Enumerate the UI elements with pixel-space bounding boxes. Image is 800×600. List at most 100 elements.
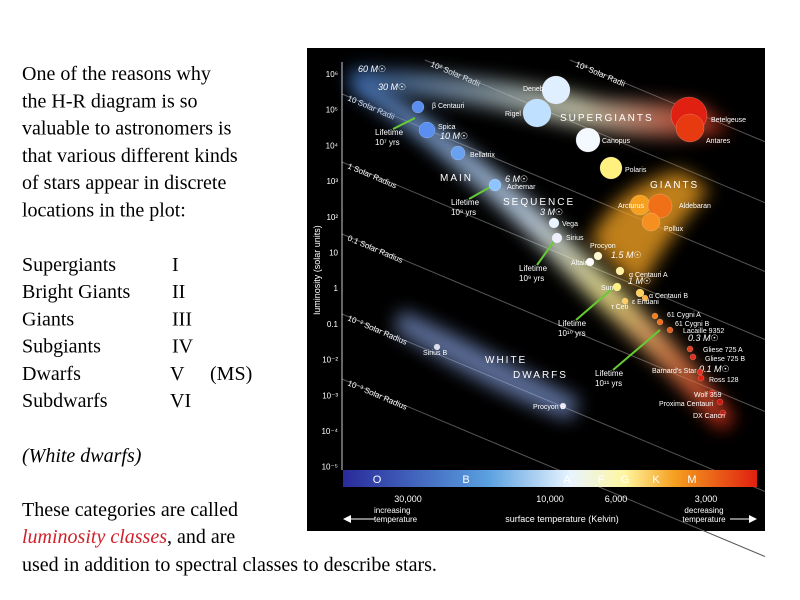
star-label: Canopus bbox=[602, 138, 631, 145]
mass-label: 30 M☉ bbox=[378, 82, 406, 92]
intro-line: valuable to astronomers is bbox=[22, 118, 232, 140]
lifetime-label: 10¹⁰ yrs bbox=[558, 329, 586, 338]
star-label: Achernar bbox=[507, 184, 536, 191]
star-label: 61 Cygni A bbox=[667, 312, 701, 319]
main-sequence-band bbox=[352, 75, 735, 430]
radius-line bbox=[341, 378, 766, 558]
star-label: Procyon bbox=[590, 243, 616, 250]
star bbox=[647, 193, 673, 219]
intro-line: that various different kinds bbox=[22, 145, 238, 167]
star bbox=[666, 326, 674, 334]
temperature-label: 10,000 bbox=[536, 494, 564, 504]
y-tick-label: 0.1 bbox=[327, 320, 339, 329]
region-label: SUPERGIANTS bbox=[560, 113, 654, 124]
lifetime-label: Lifetime bbox=[595, 369, 624, 378]
intro-line: locations in the plot: bbox=[22, 200, 186, 222]
y-tick-label: 10⁻⁴ bbox=[321, 427, 338, 436]
star-label: Vega bbox=[562, 221, 578, 228]
lifetime-label: 10⁹ yrs bbox=[519, 274, 544, 283]
star-label: Procyon B bbox=[533, 404, 566, 411]
star-label: Betelgeuse bbox=[711, 117, 746, 124]
lifetime-label: 10¹¹ yrs bbox=[595, 379, 622, 388]
star bbox=[593, 251, 603, 261]
y-tick-label: 10² bbox=[326, 213, 338, 222]
intro-line: the H-R diagram is so bbox=[22, 90, 198, 112]
lifetime-pointer bbox=[536, 239, 556, 266]
y-axis-label: luminosity (solar units) bbox=[312, 225, 322, 315]
region-label: SEQUENCE bbox=[503, 197, 575, 208]
closing-line: These categories are called bbox=[22, 499, 238, 521]
class-numeral: IV bbox=[172, 336, 194, 358]
class-numeral: V bbox=[170, 363, 185, 385]
star-label: Arcturus bbox=[618, 203, 645, 210]
radius-line bbox=[569, 59, 766, 143]
y-tick-label: 10⁵ bbox=[326, 106, 338, 115]
spectral-class: F bbox=[598, 474, 605, 486]
y-tick-label: 10⁴ bbox=[326, 141, 339, 150]
star-label: Sirius bbox=[566, 235, 584, 242]
arrow-label: temperature bbox=[374, 515, 418, 524]
star bbox=[696, 368, 704, 376]
star bbox=[675, 113, 705, 143]
star-label: Bellatrix bbox=[470, 152, 495, 159]
star bbox=[599, 156, 623, 180]
y-tick-label: 10 bbox=[329, 249, 338, 258]
star bbox=[559, 402, 567, 410]
lifetime-label: 10⁷ yrs bbox=[375, 138, 400, 147]
y-tick-label: 10³ bbox=[326, 177, 338, 186]
spectral-class: M bbox=[687, 474, 696, 486]
class-numeral: I bbox=[172, 254, 179, 276]
y-tick-label: 10⁻³ bbox=[322, 391, 338, 400]
star-label: Proxima Centauri bbox=[659, 401, 714, 408]
class-note: (MS) bbox=[210, 363, 252, 385]
star bbox=[541, 75, 571, 105]
intro-line: One of the reasons why bbox=[22, 63, 211, 85]
closing-line: luminosity classes, and are bbox=[22, 526, 235, 548]
star bbox=[716, 398, 724, 406]
mass-label: 60 M☉ bbox=[358, 64, 386, 74]
star bbox=[450, 145, 466, 161]
star bbox=[612, 282, 622, 292]
star-label: Gliese 725 B bbox=[705, 356, 745, 363]
mass-label: 0.3 M☉ bbox=[688, 333, 719, 343]
star-label: Wolf 359 bbox=[694, 392, 722, 399]
class-numeral: VI bbox=[170, 390, 191, 412]
lifetime-pointer bbox=[575, 288, 613, 321]
spectral-bar bbox=[343, 470, 757, 487]
star-label: β Centauri bbox=[432, 103, 465, 110]
star-label: Rigel bbox=[505, 111, 521, 118]
class-name: Dwarfs bbox=[22, 363, 81, 385]
class-name: Giants bbox=[22, 308, 74, 330]
lifetime-pointer bbox=[612, 329, 661, 371]
spectral-class: A bbox=[563, 474, 571, 486]
star-label: α Centauri A bbox=[629, 272, 668, 279]
class-name: Subdwarfs bbox=[22, 390, 108, 412]
temperature-label: 3,000 bbox=[695, 494, 718, 504]
arrow-label: temperature bbox=[682, 515, 726, 524]
class-name: Bright Giants bbox=[22, 281, 131, 303]
star-label: Spica bbox=[438, 124, 456, 131]
star bbox=[411, 100, 425, 114]
star bbox=[522, 98, 552, 128]
star bbox=[697, 374, 705, 382]
star-label: Sirius B bbox=[423, 350, 447, 357]
lifetime-label: Lifetime bbox=[451, 198, 480, 207]
star bbox=[635, 288, 645, 298]
lifetime-pointer bbox=[468, 185, 493, 200]
star-label: DX Cancri bbox=[693, 413, 725, 420]
lifetime-label: Lifetime bbox=[519, 264, 548, 273]
region-label: MAIN bbox=[440, 173, 473, 184]
star bbox=[641, 294, 649, 302]
mass-label: 0.1 M☉ bbox=[699, 364, 730, 374]
star bbox=[575, 127, 601, 153]
star bbox=[433, 343, 441, 351]
white-dwarf-band bbox=[395, 310, 580, 420]
spectral-class: O bbox=[373, 474, 382, 486]
star-label: Sun bbox=[601, 285, 614, 292]
star bbox=[651, 312, 659, 320]
star-label: 61 Cygni B bbox=[675, 321, 710, 328]
spectral-class: B bbox=[462, 474, 469, 486]
mass-label: 10 M☉ bbox=[440, 131, 468, 141]
